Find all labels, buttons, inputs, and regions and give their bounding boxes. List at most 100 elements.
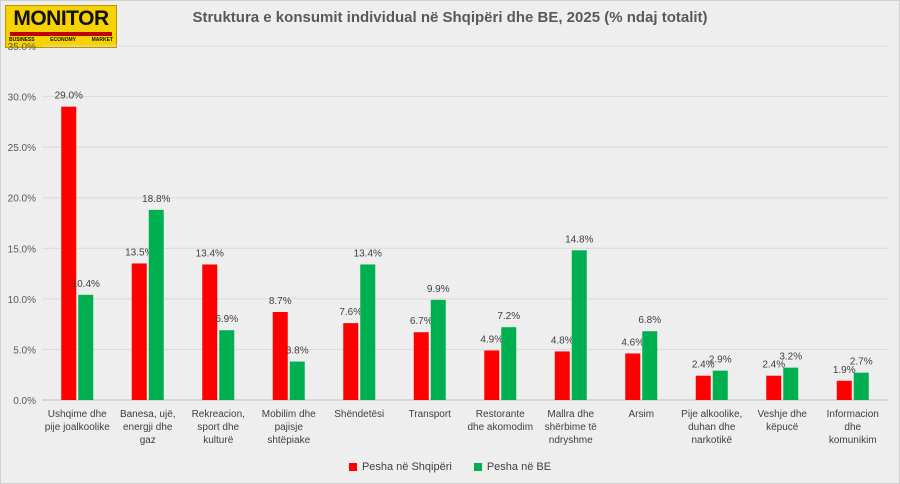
x-category-label-line: Restorante [476,409,525,420]
data-label-eu: 3.8% [286,346,309,357]
x-category-label: Restorante dhe akomodim [467,409,533,433]
y-tick-label: 25.0% [8,143,36,154]
x-category-label: Banesa, ujë, energji dhe gaz [120,409,176,446]
bar-eu [642,331,658,400]
chart-legend: Pesha në Shqipëri Pesha në BE [0,461,900,473]
bar-eu [571,250,587,400]
x-category-label: Arsim [628,409,654,420]
y-tick-label: 5.0% [13,345,36,356]
y-tick-label: 30.0% [8,93,36,104]
bar-eu [501,327,517,400]
data-label-eu: 3.2% [779,352,802,363]
x-category-label: Ushqime dhe pije joalkoolike [45,409,110,433]
monitor-logo: MONITOR BUSINESS ECONOMY MARKET [5,5,117,48]
x-category-label: Rekreacion, sport dhe kulturë [192,409,245,446]
x-category-label-line: narkotikë [691,435,732,446]
legend-swatch-albania [348,463,357,471]
x-category-label: Informacion dhe komunikim [827,409,879,446]
logo-tagline-market: MARKET [91,37,113,43]
x-category-label-line: Arsim [628,409,654,420]
x-category-label-line: Veshje dhe [758,409,808,420]
bar-eu [430,299,446,400]
chart-title: Struktura e konsumit individual në Shqip… [192,9,708,26]
x-category-label: Veshje dhe këpucë [758,409,808,433]
bar-albania [836,380,852,400]
x-category-label-line: Banesa, ujë, [120,409,176,420]
bar-eu [853,372,869,400]
x-category-label-line: duhan dhe [688,422,736,433]
bar-eu [78,294,94,400]
data-label-albania: 4.9% [480,334,503,345]
bar-albania [625,353,641,400]
bar-albania [202,264,218,400]
data-label-albania: 13.4% [196,248,224,259]
legend-item-eu: Pesha në BE [473,461,552,473]
data-label-albania: 1.9% [833,365,856,376]
y-tick-label: 35.0% [8,42,36,53]
legend-label-albania: Pesha në Shqipëri [361,461,452,473]
bar-albania [695,375,711,400]
x-category-label-line: Mallra dhe [547,409,594,420]
x-category-label: Shëndetësi [334,409,384,420]
bar-eu [360,264,376,400]
x-category-label-line: shtëpiake [267,435,310,446]
data-label-eu: 13.4% [354,248,382,259]
x-category-label-line: Rekreacion, [192,409,245,420]
x-category-label-line: Ushqime dhe [48,409,107,420]
logo-tagline-economy: ECONOMY [50,37,76,43]
data-label-albania: 2.4% [692,360,715,371]
x-category-label-line: energji dhe [123,422,173,433]
y-tick-label: 10.0% [8,295,36,306]
data-label-albania: 4.8% [551,335,574,346]
legend-label-eu: Pesha në BE [486,461,552,473]
data-label-albania: 8.7% [269,296,292,307]
y-tick-label: 20.0% [8,194,36,205]
bar-eu [148,209,164,400]
bar-eu [712,370,728,400]
x-category-label-line: sport dhe [197,422,239,433]
data-label-albania: 6.7% [410,316,433,327]
x-category-label-line: këpucë [766,422,799,433]
x-category-label-line: Mobilim dhe [262,409,316,420]
y-tick-label: 0.0% [13,396,36,407]
bar-albania [131,263,147,400]
data-label-albania: 2.4% [762,360,785,371]
bar-albania [343,323,359,400]
x-category-label-line: Informacion [827,409,879,420]
logo-strip [10,32,112,36]
data-label-eu: 9.9% [427,284,450,295]
data-label-eu: 2.7% [850,357,873,368]
y-tick-label: 15.0% [8,244,36,255]
x-category-label-line: ndryshme [549,435,593,446]
bar-eu [219,330,235,400]
x-category-label-line: pije joalkoolike [45,422,110,433]
x-category-label-line: kulturë [203,435,233,446]
data-label-eu: 14.8% [565,234,593,245]
x-category-label: Transport [409,409,452,420]
logo-tagline: BUSINESS ECONOMY MARKET [9,37,113,44]
bar-albania [554,351,570,400]
x-category-label-line: dhe akomodim [467,422,533,433]
bar-eu [783,367,799,400]
x-category-label-line: Pije alkoolike, [681,409,742,420]
x-category-label: Mobilim dhe pajisje shtëpiake [262,409,316,446]
logo-tagline-business: BUSINESS [9,37,35,43]
x-category-label-line: dhe [844,422,861,433]
bar-eu [289,361,305,400]
x-category-label-line: Transport [409,409,452,420]
data-label-eu: 18.8% [142,194,170,205]
data-label-albania: 7.6% [339,307,362,318]
data-label-eu: 6.9% [215,314,238,325]
data-label-albania: 13.5% [125,247,153,258]
data-label-eu: 7.2% [497,311,520,322]
data-label-eu: 10.4% [72,279,100,290]
data-label-eu: 2.9% [709,355,732,366]
x-category-label: Pije alkoolike, duhan dhe narkotikë [681,409,742,446]
legend-item-albania: Pesha në Shqipëri [348,461,452,473]
x-category-label: Mallra dhe shërbime të ndryshme [545,409,598,446]
bar-albania [272,312,288,400]
x-category-label-line: pajisje [275,422,304,433]
bar-albania [484,350,500,400]
bar-albania [766,375,782,400]
